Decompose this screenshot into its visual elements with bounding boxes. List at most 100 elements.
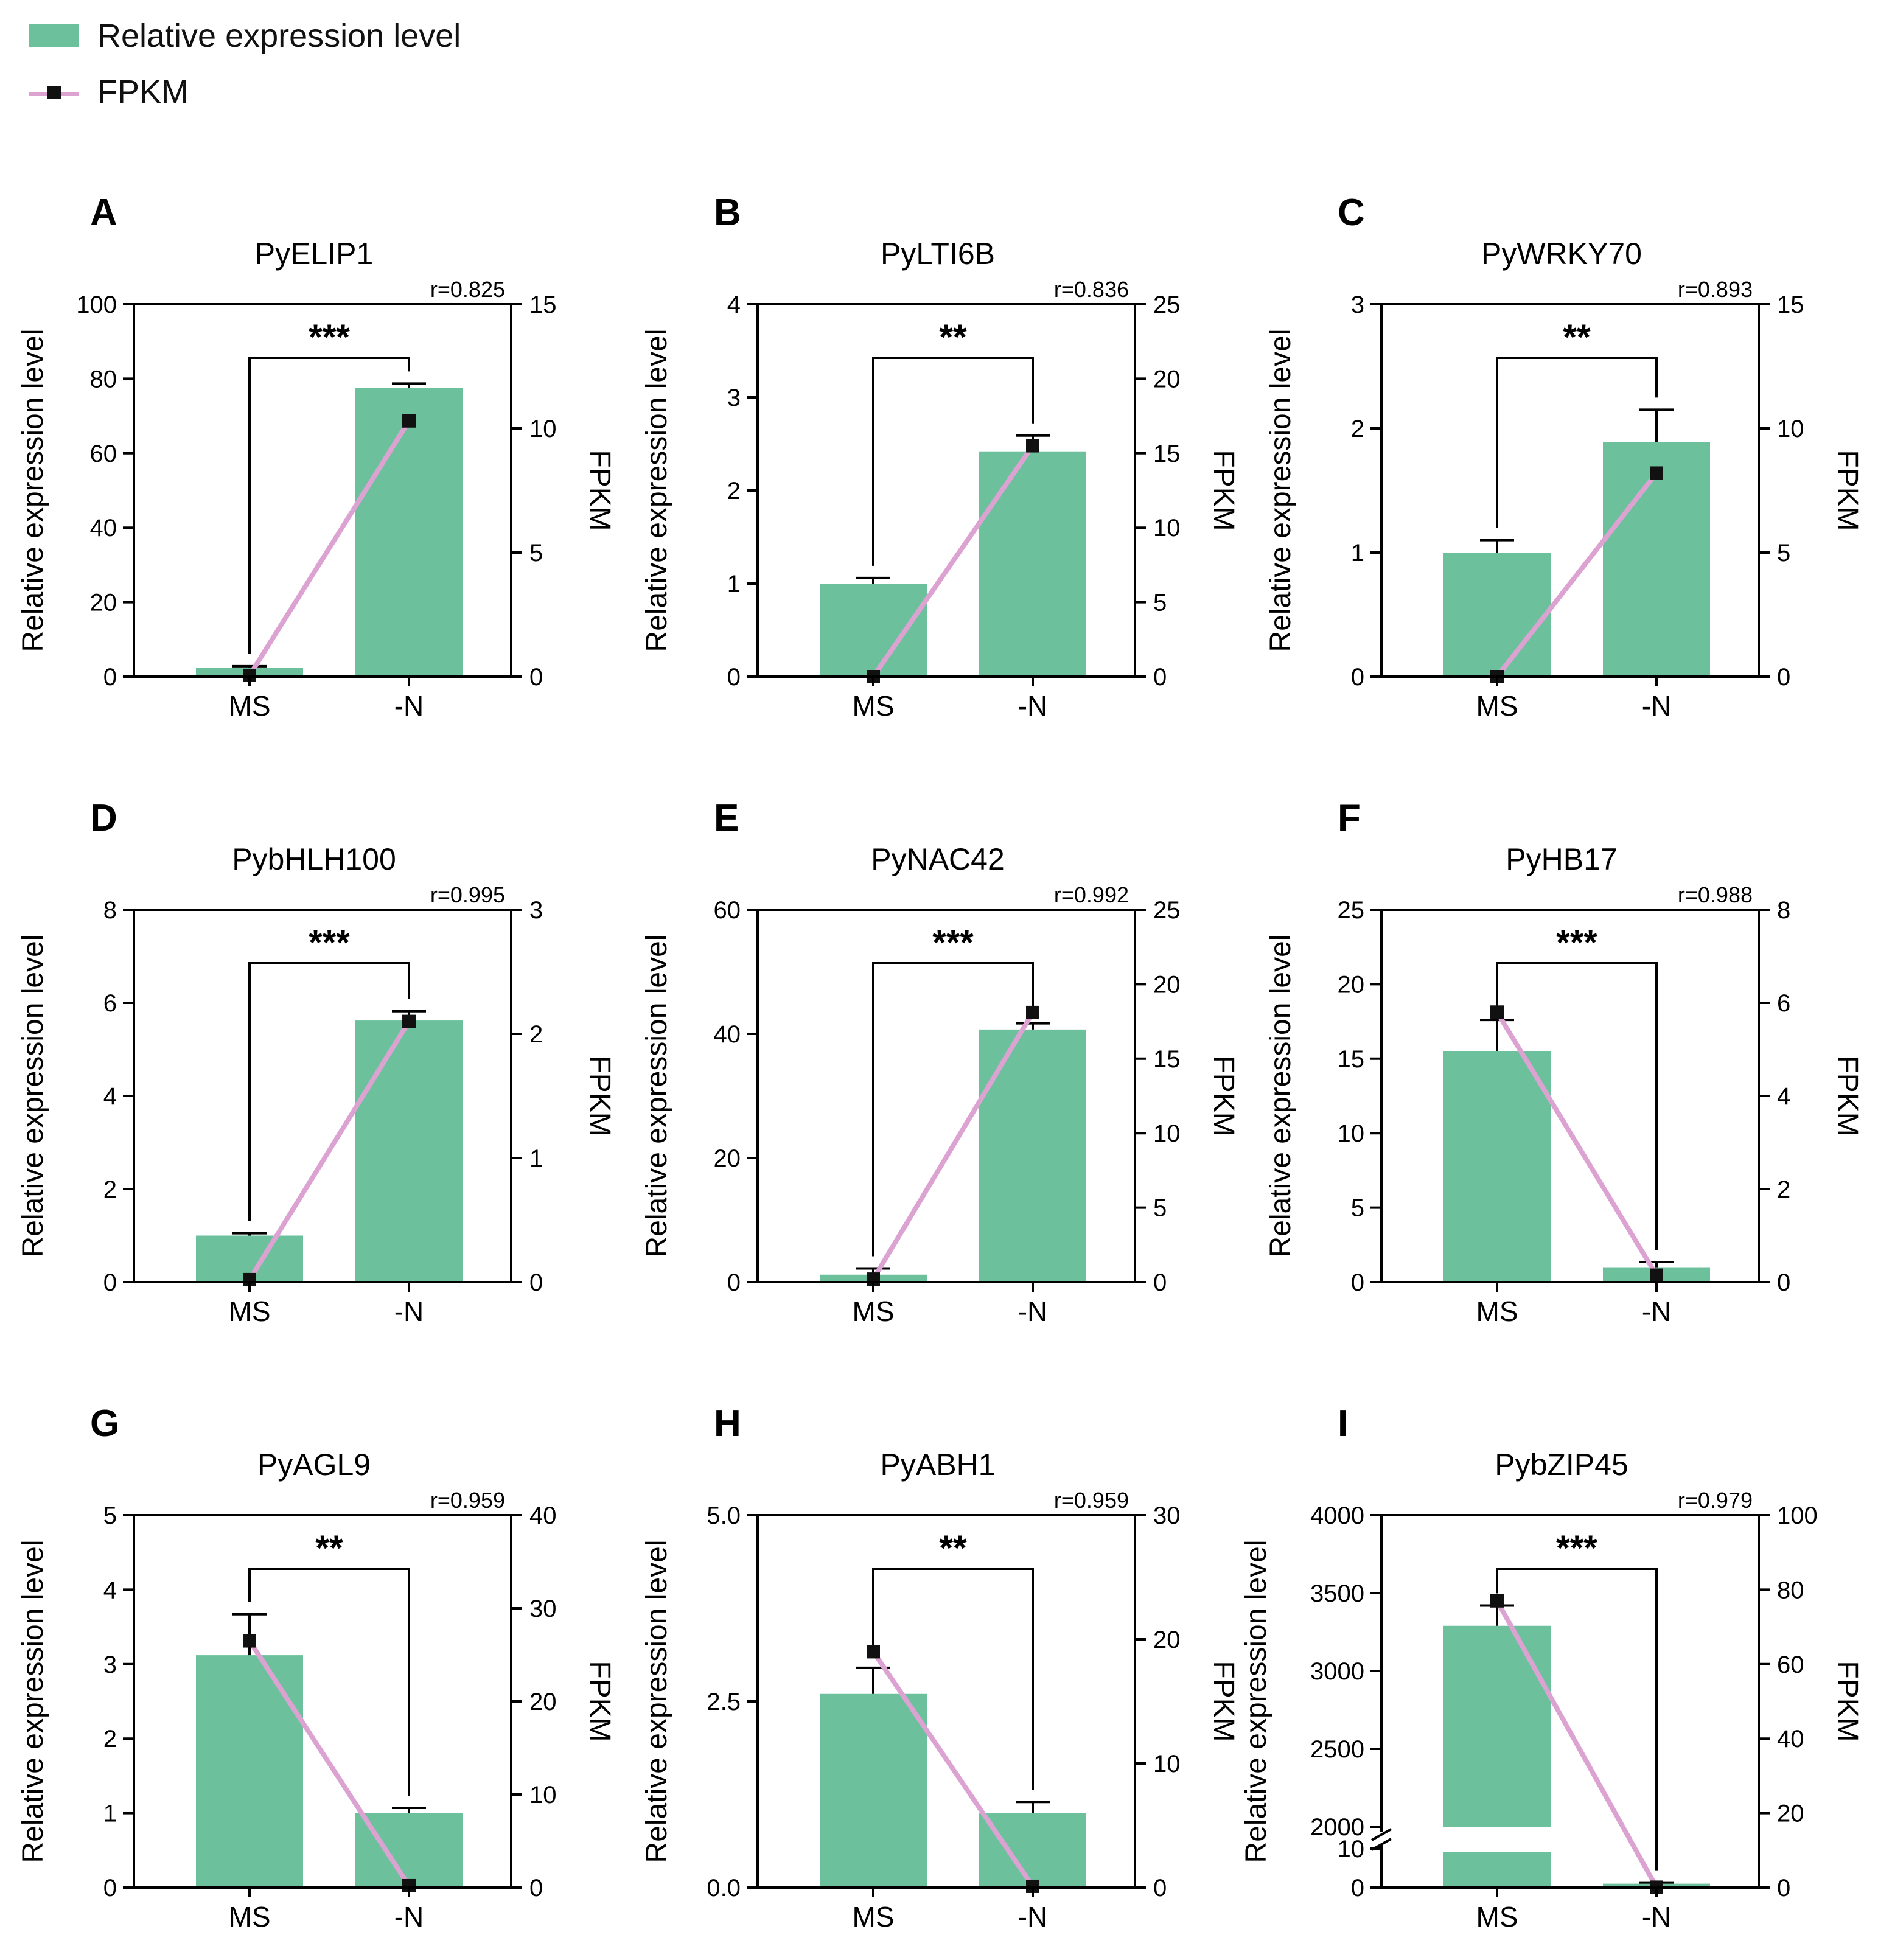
y-tick-label: 0	[1351, 1875, 1364, 1902]
y2-axis-label: FPKM	[1831, 1661, 1863, 1742]
panel-e: E PyNAC42 r=0.992 *** 0 20 40 60 0 5 10 15 20 25 MS -N R…	[641, 797, 1240, 1327]
y2-tick-label: 60	[1777, 1651, 1804, 1678]
bar	[979, 451, 1086, 677]
correlation-label: r=0.959	[1054, 1488, 1129, 1513]
fpkm-line	[1495, 1011, 1659, 1277]
y-tick-label: 25	[1338, 897, 1365, 924]
y2-tick-label: 5	[529, 540, 543, 567]
y-tick-label: 3	[103, 1651, 117, 1678]
fpkm-point	[243, 1634, 256, 1648]
y-tick-label: 40	[90, 515, 117, 542]
y-tick-label: 4	[727, 291, 741, 318]
panel-a: A PyELIP1 r=0.825 *** 0 20 40 60 80 100 0 5 10 15 MS -N…	[17, 192, 616, 722]
y2-tick-label: 10	[1153, 515, 1181, 542]
y2-axis-label: FPKM	[1831, 450, 1863, 531]
fpkm-point	[1026, 1005, 1039, 1019]
y-tick-label: 3500	[1310, 1580, 1364, 1607]
y-tick-label: 3	[727, 385, 741, 411]
y-axis-label: Relative expression level	[17, 329, 49, 652]
y2-tick-label: 0	[1153, 1875, 1167, 1902]
bar	[820, 584, 927, 677]
fpkm-point	[1490, 1594, 1504, 1608]
significance-bracket	[248, 962, 410, 1221]
fpkm-point	[402, 414, 416, 428]
y2-tick-label: 5	[1153, 590, 1167, 616]
y-tick-label: 4	[103, 1577, 117, 1603]
correlation-label: r=0.988	[1678, 882, 1753, 907]
y2-axis-label: FPKM	[1207, 1055, 1240, 1136]
panel-letter: E	[714, 797, 739, 839]
y-tick-label: 0	[1351, 1269, 1364, 1296]
x-tick-label: -N	[1018, 690, 1048, 722]
x-tick-label: -N	[394, 1901, 424, 1933]
chart-title: PyELIP1	[255, 237, 374, 271]
x-tick-label: -N	[1642, 690, 1672, 722]
y2-axis-label: FPKM	[1207, 1661, 1240, 1742]
y2-axis-label: FPKM	[584, 1055, 616, 1136]
fpkm-line	[871, 1650, 1035, 1888]
significance-bracket	[872, 357, 1034, 566]
panel-b: B PyLTI6B r=0.836 ** 0 1 2 3 4 0 5 10 15 20 25 MS -N Rela…	[641, 192, 1240, 722]
significance-stars: ***	[1556, 1529, 1597, 1568]
chart-title: PyLTI6B	[881, 237, 995, 271]
y-axis-label: Relative expression level	[641, 935, 673, 1258]
significance-stars: **	[315, 1529, 343, 1568]
panel-h: H PyABH1 r=0.959 ** 0.0 2.5 5.0 0 10 20 30 MS -N Rela…	[641, 1403, 1240, 1933]
significance-stars: **	[939, 1529, 967, 1568]
fpkm-line	[247, 1020, 411, 1282]
y-tick-label: 0	[103, 1875, 117, 1902]
y-tick-label: 2	[727, 478, 741, 504]
y-tick-label: 0	[727, 664, 741, 691]
y2-tick-label: 10	[529, 1782, 557, 1808]
x-tick-label: -N	[394, 1296, 424, 1327]
bar	[979, 1029, 1086, 1282]
y-tick-label: 40	[714, 1021, 741, 1048]
x-tick-label: -N	[1642, 1296, 1672, 1327]
y-tick-label: 1	[103, 1801, 117, 1827]
fpkm-point	[1650, 1268, 1663, 1282]
x-tick-label: MS	[229, 1296, 271, 1327]
x-tick-label: MS	[1476, 690, 1518, 722]
bar	[1603, 442, 1710, 677]
y-axis-label: Relative expression level	[1240, 1540, 1272, 1863]
panel-letter: H	[714, 1403, 741, 1445]
y2-tick-label: 3	[529, 897, 543, 924]
y-tick-label: 4	[103, 1083, 117, 1110]
y-tick-label: 10	[1338, 1836, 1365, 1863]
x-tick-label: -N	[1642, 1901, 1672, 1933]
y2-tick-label: 0	[1153, 664, 1167, 691]
y2-tick-label: 20	[1153, 366, 1181, 392]
fpkm-line	[1495, 1599, 1659, 1889]
significance-stars: **	[1563, 318, 1591, 357]
bar	[355, 1813, 463, 1888]
x-tick-label: MS	[853, 690, 895, 722]
y-tick-label: 2	[103, 1176, 117, 1203]
fpkm-point	[867, 1645, 880, 1659]
chart-title: PyAGL9	[257, 1448, 371, 1482]
panel-letter: F	[1338, 797, 1361, 839]
y2-tick-label: 6	[1777, 990, 1790, 1017]
y2-tick-label: 15	[1777, 291, 1804, 318]
y-tick-label: 1	[1351, 540, 1364, 567]
y2-tick-label: 10	[1153, 1751, 1181, 1777]
fpkm-point	[1026, 439, 1039, 453]
significance-stars: ***	[309, 923, 350, 963]
panel-c: C PyWRKY70 r=0.893 ** 0 1 2 3 0 5 10 15 MS -N Relative…	[1265, 192, 1863, 722]
x-tick-label: MS	[1476, 1296, 1518, 1327]
y-tick-label: 4000	[1310, 1502, 1364, 1529]
y-tick-label: 20	[1338, 971, 1365, 998]
bar	[820, 1693, 927, 1888]
x-tick-label: MS	[1476, 1901, 1518, 1933]
x-tick-label: MS	[853, 1296, 895, 1327]
axis-break-mark	[1371, 1828, 1392, 1841]
correlation-label: r=0.836	[1054, 277, 1129, 302]
bar	[355, 1020, 463, 1282]
y-tick-label: 10	[1338, 1120, 1365, 1147]
y2-tick-label: 0	[1777, 1269, 1790, 1296]
fpkm-point	[243, 668, 256, 682]
bar	[196, 1655, 303, 1888]
y2-tick-label: 5	[1777, 540, 1790, 567]
significance-stars: **	[939, 318, 967, 357]
y2-tick-label: 0	[529, 664, 543, 691]
y2-tick-label: 4	[1777, 1083, 1790, 1110]
